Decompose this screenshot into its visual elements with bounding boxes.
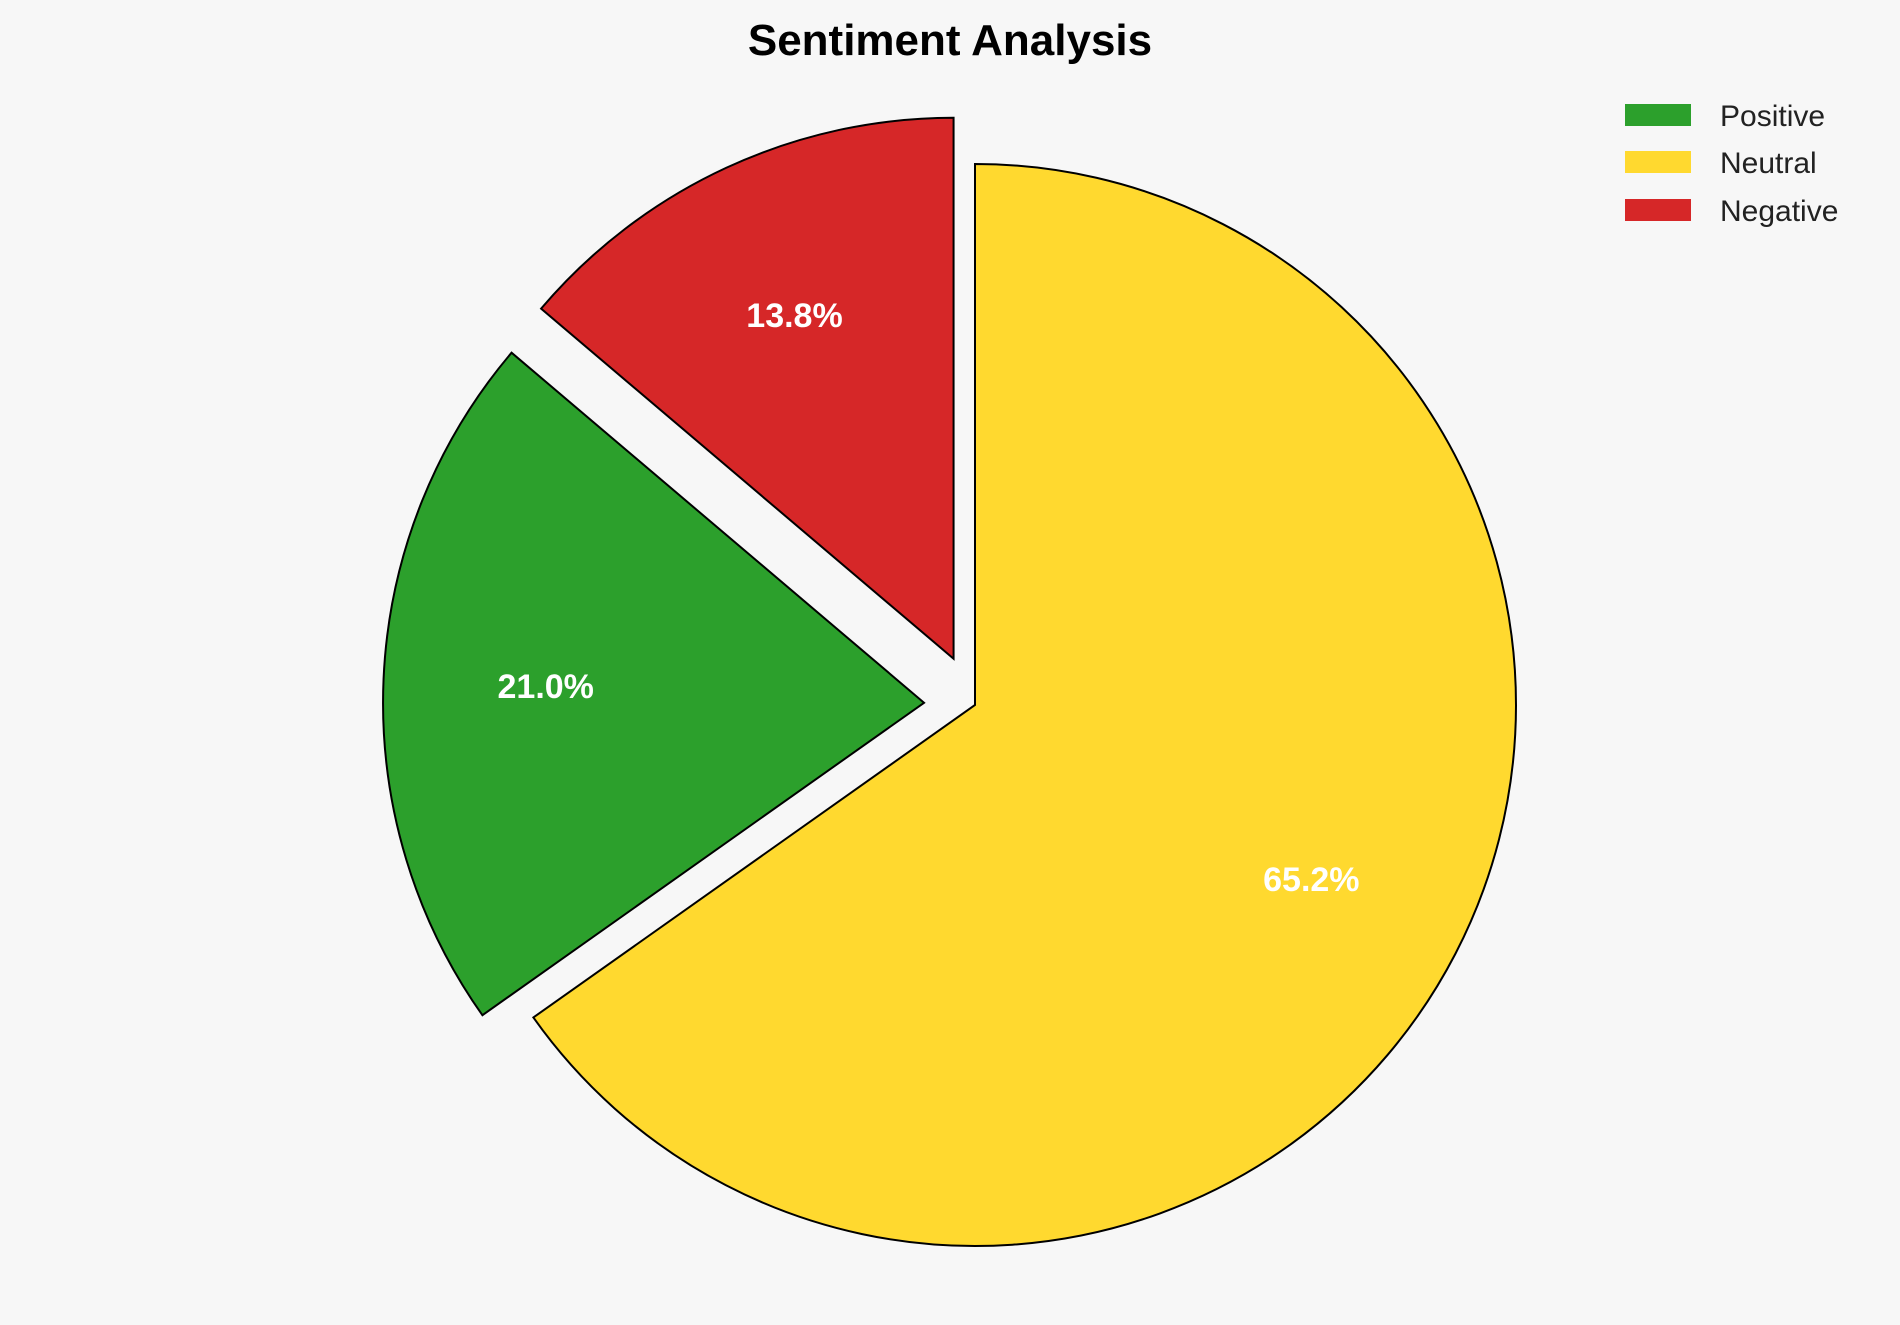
legend-label-positive: Positive [1720,100,1825,133]
pie-label-neutral: 65.2% [1263,861,1359,899]
chart-title: Sentiment Analysis [748,16,1152,65]
legend-swatch-positive [1625,104,1691,126]
pie-slices: 65.2% 21.0% 13.8% [382,116,1517,1247]
pie-slice-negative [539,116,955,661]
pie-slice-neutral [531,162,1517,1247]
pie-label-negative: 13.8% [746,297,842,335]
pie-label-positive: 21.0% [498,668,594,706]
legend-label-negative: Negative [1720,195,1838,228]
legend-swatch-negative [1625,199,1691,221]
legend-label-neutral: Neutral [1720,147,1817,180]
legend: Positive Neutral Negative [1625,100,1838,228]
pie-slice-positive [382,351,926,1017]
legend-swatch-neutral [1625,151,1691,173]
